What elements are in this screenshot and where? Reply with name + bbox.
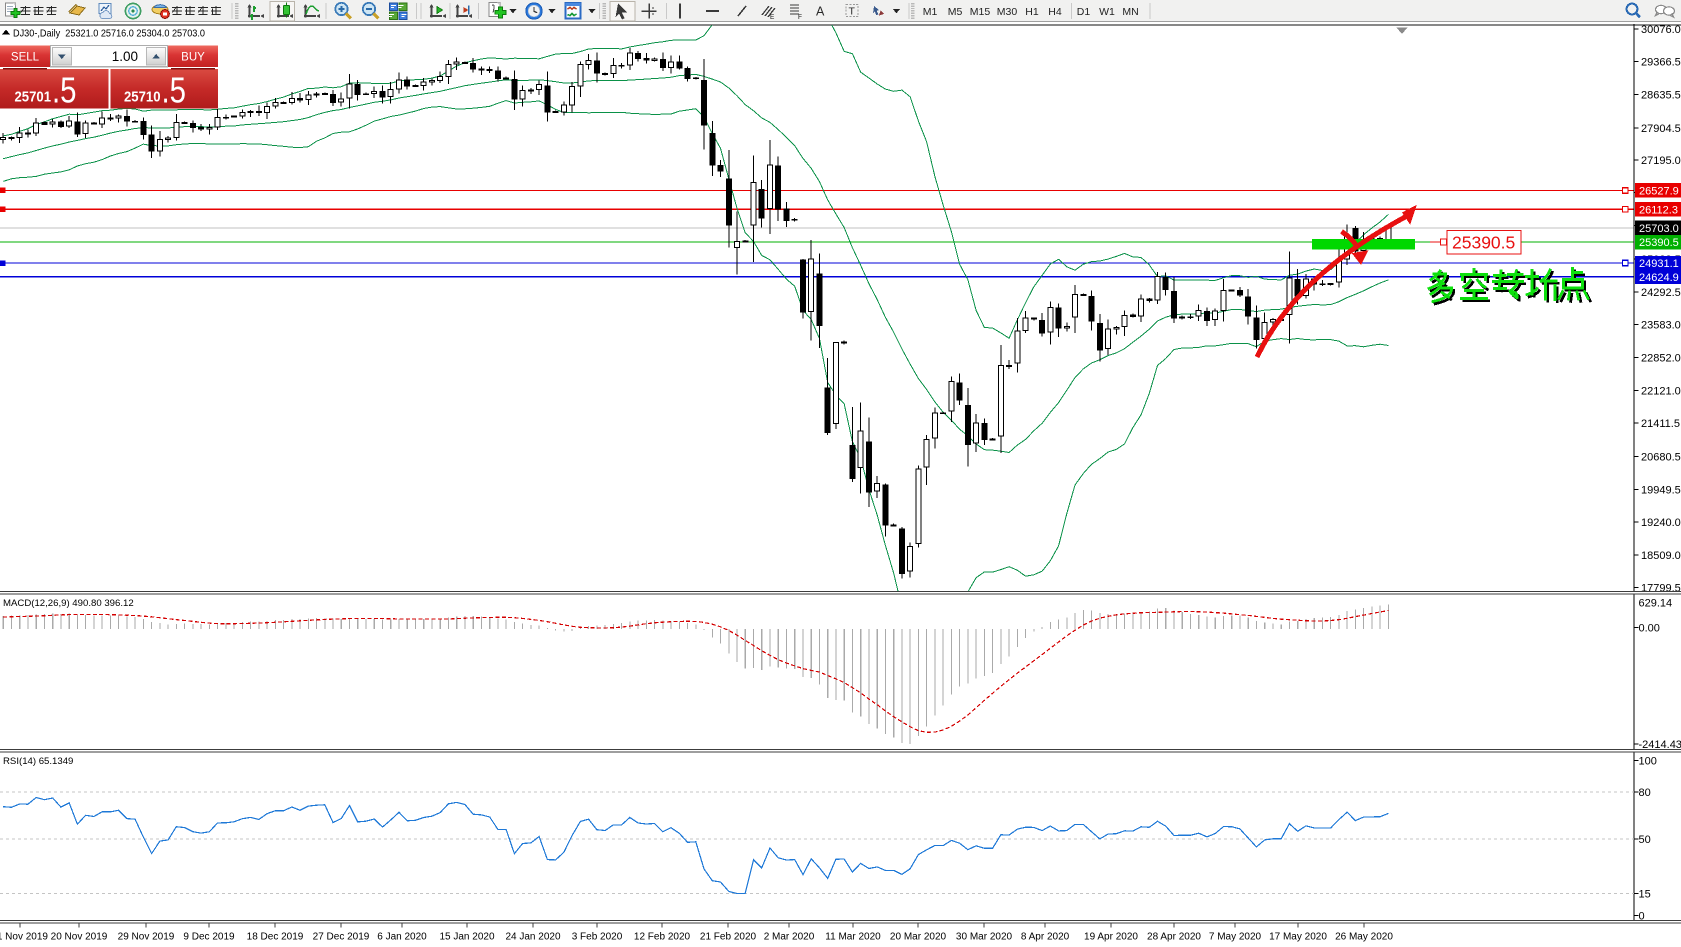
svg-text:25710: 25710: [124, 90, 161, 106]
svg-text:23583.0: 23583.0: [1641, 319, 1681, 331]
svg-text:22852.0: 22852.0: [1641, 353, 1681, 365]
svg-text:11 Nov 2019: 11 Nov 2019: [0, 932, 48, 943]
svg-text:27904.5: 27904.5: [1641, 123, 1681, 135]
svg-text:.5: .5: [162, 70, 187, 111]
svg-text:25390.5: 25390.5: [1452, 233, 1515, 253]
svg-text:19 Apr 2020: 19 Apr 2020: [1084, 932, 1138, 943]
svg-text:MACD(12,26,9) 490.80 396.12: MACD(12,26,9) 490.80 396.12: [3, 598, 134, 609]
svg-text:H4: H4: [1048, 6, 1062, 18]
svg-text:15 Jan 2020: 15 Jan 2020: [439, 932, 494, 943]
svg-text:20680.5: 20680.5: [1641, 451, 1681, 463]
svg-text:17 May 2020: 17 May 2020: [1269, 932, 1327, 943]
svg-text:20 Mar 2020: 20 Mar 2020: [890, 932, 947, 943]
svg-text:27195.0: 27195.0: [1641, 155, 1681, 167]
svg-text:30076.0: 30076.0: [1641, 24, 1681, 36]
svg-text:M30: M30: [997, 6, 1018, 18]
svg-text:12 Feb 2020: 12 Feb 2020: [634, 932, 691, 943]
svg-text:20 Nov 2019: 20 Nov 2019: [51, 932, 108, 943]
svg-text:DJ30-,Daily 25321.0 25716.0 2: DJ30-,Daily 25321.0 25716.0 25304.0 2570…: [13, 29, 206, 40]
svg-text:21411.5: 21411.5: [1641, 418, 1680, 430]
svg-text:24624.9: 24624.9: [1639, 272, 1679, 284]
svg-text:19240.0: 19240.0: [1641, 517, 1681, 529]
svg-text:M1: M1: [923, 6, 938, 18]
svg-text:8 Apr 2020: 8 Apr 2020: [1021, 932, 1070, 943]
svg-text:80: 80: [1639, 787, 1651, 799]
svg-text:11 Mar 2020: 11 Mar 2020: [825, 932, 881, 943]
svg-text:26527.9: 26527.9: [1639, 185, 1679, 197]
svg-text:29366.5: 29366.5: [1641, 56, 1681, 68]
svg-text:M15: M15: [970, 6, 991, 18]
svg-text:SELL: SELL: [11, 52, 40, 64]
svg-text:1.00: 1.00: [112, 49, 138, 64]
svg-text:29 Nov 2019: 29 Nov 2019: [118, 932, 175, 943]
svg-text:3 Feb 2020: 3 Feb 2020: [572, 932, 623, 943]
svg-text:.5: .5: [52, 70, 77, 111]
svg-text:50: 50: [1639, 834, 1651, 846]
svg-text:28 Apr 2020: 28 Apr 2020: [1147, 932, 1201, 943]
svg-text:25703.0: 25703.0: [1639, 223, 1679, 235]
svg-text:BUY: BUY: [181, 52, 205, 64]
svg-text:T: T: [849, 6, 856, 18]
svg-text:25701: 25701: [15, 90, 52, 106]
svg-text:22121.0: 22121.0: [1641, 386, 1681, 398]
svg-text:A: A: [816, 5, 825, 19]
svg-text:27 Dec 2019: 27 Dec 2019: [313, 932, 370, 943]
svg-text:24292.5: 24292.5: [1641, 287, 1681, 299]
svg-text:629.14: 629.14: [1639, 598, 1673, 610]
svg-text:24 Jan 2020: 24 Jan 2020: [505, 932, 560, 943]
svg-text:MN: MN: [1122, 6, 1138, 18]
svg-text:18 Dec 2019: 18 Dec 2019: [247, 932, 304, 943]
svg-text:26112.3: 26112.3: [1639, 204, 1678, 216]
svg-text:RSI(14) 65.1349: RSI(14) 65.1349: [3, 756, 73, 767]
svg-text:M5: M5: [948, 6, 963, 18]
svg-text:6 Jan 2020: 6 Jan 2020: [377, 932, 427, 943]
svg-text:100: 100: [1639, 755, 1657, 767]
svg-text:24931.1: 24931.1: [1639, 258, 1679, 270]
svg-text:30 Mar 2020: 30 Mar 2020: [956, 932, 1013, 943]
svg-text:9 Dec 2019: 9 Dec 2019: [183, 932, 235, 943]
svg-text:19949.5: 19949.5: [1641, 485, 1681, 497]
svg-text:W1: W1: [1099, 6, 1115, 18]
svg-text:0: 0: [1639, 911, 1645, 923]
svg-text:25390.5: 25390.5: [1639, 237, 1679, 249]
svg-text:2 Mar 2020: 2 Mar 2020: [764, 932, 815, 943]
svg-text:F: F: [798, 14, 802, 21]
svg-text:18509.0: 18509.0: [1641, 550, 1681, 562]
svg-text:E: E: [770, 14, 775, 21]
svg-text:28635.5: 28635.5: [1641, 90, 1681, 102]
svg-text:26 May 2020: 26 May 2020: [1335, 932, 1393, 943]
svg-text:-2414.43: -2414.43: [1639, 739, 1681, 751]
svg-text:H1: H1: [1025, 6, 1039, 18]
svg-text:D1: D1: [1077, 6, 1091, 18]
svg-text:21 Feb 2020: 21 Feb 2020: [700, 932, 757, 943]
svg-text:15: 15: [1639, 888, 1651, 900]
svg-text:0.00: 0.00: [1639, 623, 1660, 635]
svg-text:7 May 2020: 7 May 2020: [1209, 932, 1262, 943]
